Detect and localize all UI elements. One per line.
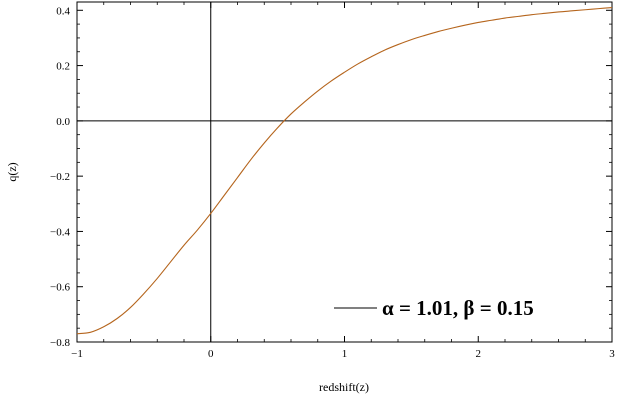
y-tick-label: −0.8 bbox=[50, 337, 70, 349]
x-tick-label: 2 bbox=[476, 348, 482, 360]
x-tick-label: 3 bbox=[609, 348, 615, 360]
y-tick-label: −0.6 bbox=[50, 282, 70, 294]
reference-lines bbox=[77, 2, 612, 342]
axis-ticks: −1 0 1 2 3 −0.8 −0.6 −0.4 −0.2 0.0 0.2 0.4 bbox=[50, 2, 615, 360]
y-tick-label: 0.2 bbox=[56, 61, 70, 73]
y-tick-label: −0.4 bbox=[50, 226, 70, 238]
x-tick-label: 0 bbox=[208, 348, 214, 360]
legend: α = 1.01, β = 0.15 bbox=[334, 296, 534, 320]
series-line bbox=[76, 6, 613, 335]
series-layer bbox=[76, 6, 613, 335]
y-axis-title: q(z) bbox=[5, 162, 19, 181]
plot-frame bbox=[76, 1, 613, 343]
x-tick-label: −1 bbox=[71, 348, 83, 360]
x-axis-title: redshift(z) bbox=[319, 380, 369, 394]
y-tick-label: −0.2 bbox=[50, 171, 70, 183]
y-tick-label: 0.4 bbox=[56, 5, 70, 17]
x-tick-label: 1 bbox=[342, 348, 348, 360]
y-tick-label: 0.0 bbox=[56, 116, 70, 128]
legend-label: α = 1.01, β = 0.15 bbox=[382, 296, 534, 320]
